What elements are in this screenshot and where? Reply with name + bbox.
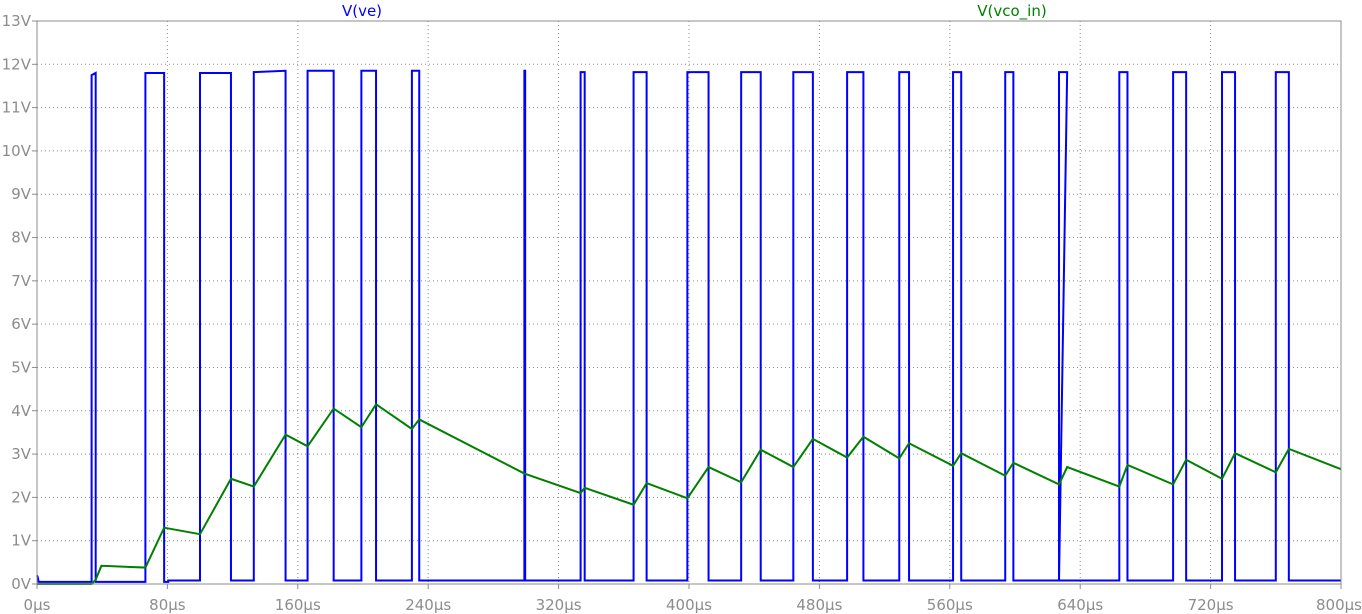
y-tick-label: 10V — [2, 142, 32, 160]
x-tick-label: 480µs — [796, 596, 842, 614]
series-layer — [36, 69, 1342, 585]
legend-label-vco-in[interactable]: V(vco_in) — [977, 2, 1046, 21]
legend-label-ve[interactable]: V(ve) — [342, 2, 382, 20]
y-tick-label: 6V — [11, 315, 32, 333]
y-tick-label: 11V — [2, 99, 32, 117]
y-tick-label: 1V — [11, 532, 32, 550]
x-tick-label: 400µs — [666, 596, 712, 614]
y-tick-label: 7V — [11, 272, 32, 290]
y-tick-label: 5V — [11, 358, 32, 376]
y-tick-label: 9V — [11, 185, 32, 203]
x-tick-label: 560µs — [927, 596, 973, 614]
y-tick-label: 8V — [11, 229, 32, 247]
x-tick-label: 240µs — [405, 596, 451, 614]
x-tick-label: 640µs — [1057, 596, 1103, 614]
y-tick-label: 3V — [11, 445, 32, 463]
x-tick-label: 80µs — [149, 596, 186, 614]
x-tick-label: 720µs — [1188, 596, 1234, 614]
series-line-vco-in — [37, 402, 1342, 585]
tick-labels: 0V 1V 2V 3V 4V 5V 6V 7V 8V 9V 10V 11V 12V 13V 0µs 80µs 1… — [2, 12, 1362, 614]
plot-frame — [36, 20, 1342, 585]
y-tick-label: 13V — [2, 12, 32, 30]
x-tick-label: 160µs — [275, 596, 321, 614]
x-tick-label: 800µs — [1316, 596, 1362, 614]
y-tick-label: 2V — [11, 488, 32, 506]
y-tick-label: 12V — [2, 55, 32, 73]
x-tick-label: 0µs — [24, 596, 51, 614]
y-tick-label: 0V — [11, 575, 32, 593]
y-tick-label: 4V — [11, 402, 32, 420]
x-tick-label: 320µs — [536, 596, 582, 614]
series-line-ve — [36, 69, 1341, 583]
